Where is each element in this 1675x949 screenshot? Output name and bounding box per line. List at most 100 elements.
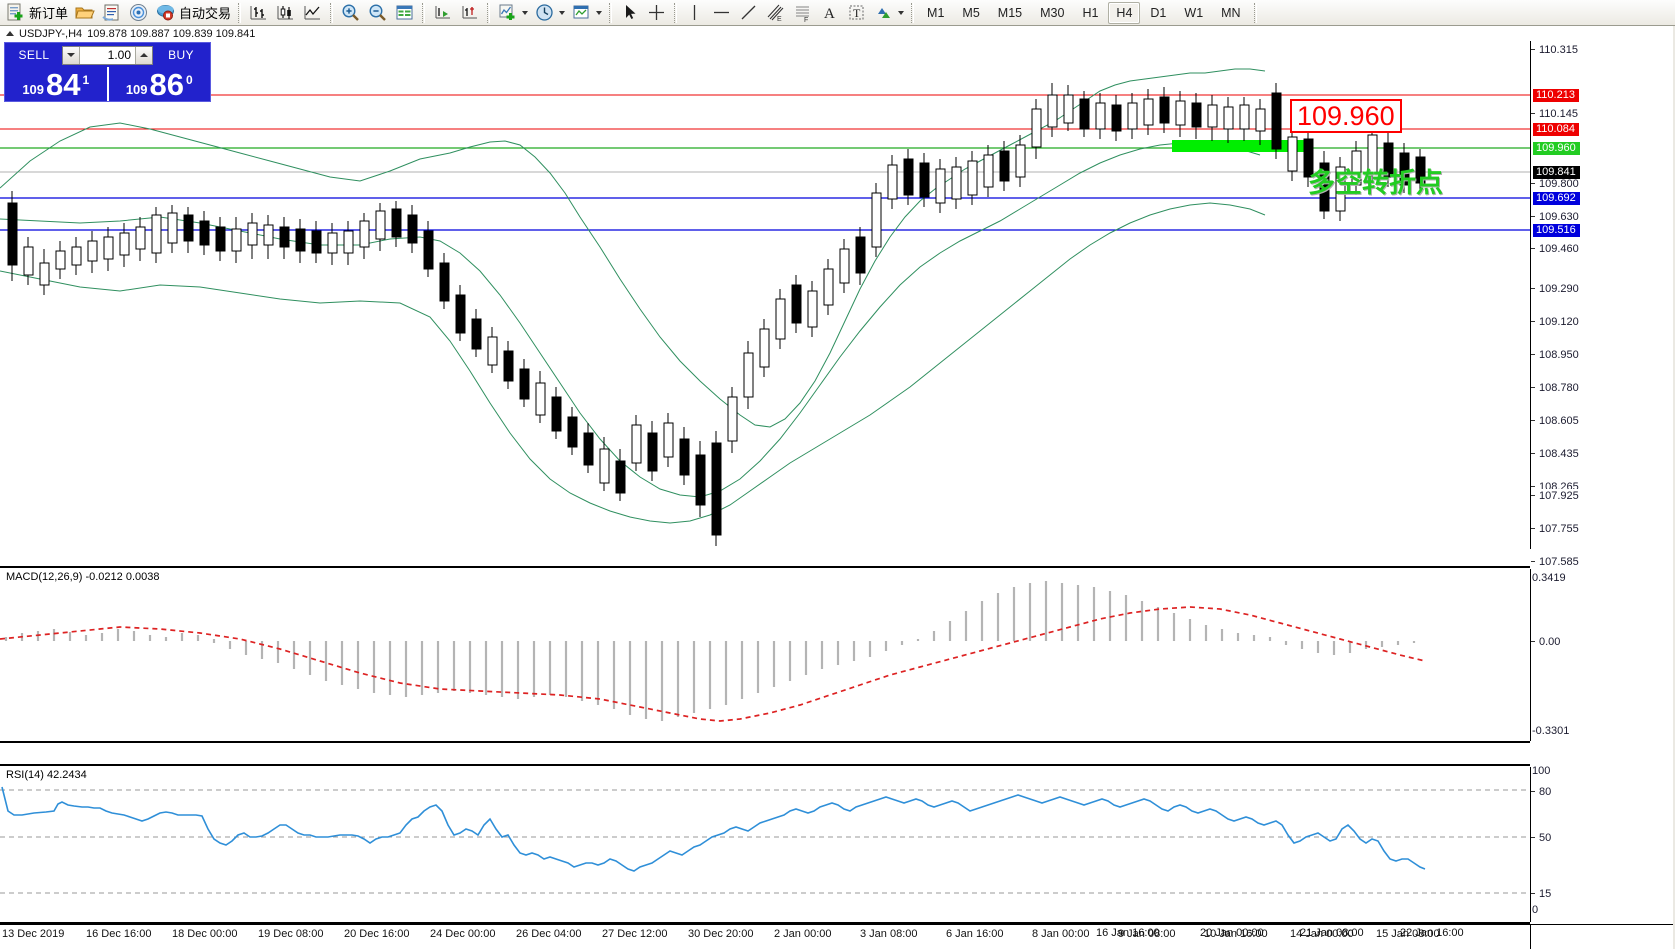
horizontal-line-button[interactable]: [708, 1, 735, 25]
price-tick-109692: 109.692: [1533, 192, 1580, 205]
price-tick-107585: 107.585: [1531, 555, 1579, 568]
sell-button[interactable]: SELL: [18, 48, 50, 62]
buy-button[interactable]: BUY: [168, 48, 194, 62]
line-chart-icon: [302, 2, 323, 23]
window-right-edge: [1673, 26, 1675, 949]
time-label-10: 3 Jan 08:00: [860, 928, 918, 940]
chevron-down-icon-4[interactable]: [898, 10, 905, 15]
chevron-down-icon-3[interactable]: [596, 10, 603, 15]
volume-stepper[interactable]: 1.00: [62, 45, 153, 65]
chart-shift-button[interactable]: [456, 1, 483, 25]
horizontal-line-icon: [711, 2, 732, 23]
trendline-button[interactable]: [735, 1, 762, 25]
fibonacci-button[interactable]: F: [789, 1, 816, 25]
arrows-icon: [873, 2, 894, 23]
time-label-9: 2 Jan 00:00: [774, 928, 832, 940]
rsi-pane[interactable]: [0, 767, 1530, 922]
auto-trading-button[interactable]: 自动交易: [152, 1, 234, 25]
price-tick-108950: 108.950: [1531, 348, 1579, 361]
toolbar-separator-8: [1253, 2, 1257, 23]
time-axis[interactable]: 13 Dec 2019 16 Dec 16:00 18 Dec 00:00 19…: [0, 924, 1530, 949]
timeframe-h4[interactable]: H4: [1108, 1, 1141, 24]
rsi-pane-bottom-border: [0, 922, 1530, 924]
rsi-pane-top-border: [0, 764, 1530, 766]
signals-button[interactable]: [125, 1, 152, 25]
price-tick-110145: 110.145: [1531, 107, 1578, 120]
text-label-button[interactable]: A: [816, 1, 843, 25]
text-object-button[interactable]: T: [843, 1, 870, 25]
indicators-button[interactable]: [494, 1, 531, 25]
line-chart-button[interactable]: [299, 1, 326, 25]
candlestick-icon: [275, 2, 296, 23]
crosshair-button[interactable]: [643, 1, 670, 25]
time-label-13: 9 Jan 08:00: [1118, 928, 1176, 940]
price-scale[interactable]: 110.315 110.213 110.145 110.084 109.960 …: [1530, 41, 1675, 546]
template-icon: [571, 2, 592, 23]
folder-icon: [74, 2, 95, 23]
macd-tick-min: -0.3301: [1532, 724, 1570, 737]
sell-price-display[interactable]: 109 84 1: [5, 67, 107, 101]
one-click-trading-panel[interactable]: SELL 1.00 BUY 109 84 1 109 86 0: [4, 42, 211, 102]
signals-icon: [128, 2, 149, 23]
volume-decrease-button[interactable]: [63, 46, 80, 64]
macd-scale[interactable]: 0.3419 0.00 -0.3301: [1530, 569, 1675, 741]
volume-increase-button[interactable]: [135, 46, 152, 64]
time-label-19: 21 Jan 08:00: [1300, 927, 1364, 939]
time-label-20: 22 Jan 16:00: [1400, 927, 1464, 939]
open-data-folder-button[interactable]: [71, 1, 98, 25]
zoom-out-button[interactable]: [364, 1, 391, 25]
collapse-triangle-icon[interactable]: [6, 31, 14, 36]
candlestick-chart-button[interactable]: [272, 1, 299, 25]
macd-pane-top-border: [0, 566, 1530, 568]
timeframe-w1[interactable]: W1: [1184, 5, 1204, 20]
templates-button[interactable]: [568, 1, 605, 25]
price-tick-109516: 109.516: [1533, 224, 1580, 237]
timeframe-h1[interactable]: H1: [1082, 5, 1099, 20]
vertical-line-button[interactable]: [681, 1, 708, 25]
price-chart-svg: [0, 68, 1530, 546]
toolbar-separator-2: [330, 2, 334, 23]
timeframe-d1[interactable]: D1: [1150, 5, 1167, 20]
chevron-down-icon[interactable]: [522, 10, 529, 15]
price-tick-110084: 110.084: [1533, 123, 1579, 136]
metaeditor-button[interactable]: [98, 1, 125, 25]
time-label-5: 24 Dec 00:00: [430, 928, 496, 940]
equidistant-channel-button[interactable]: E: [762, 1, 789, 25]
macd-pane[interactable]: [0, 569, 1530, 741]
time-label-15: 14 Jan 00:00: [1290, 928, 1354, 940]
buy-price-display[interactable]: 109 86 0: [106, 67, 211, 102]
time-label-16: 15 Jan 08:00: [1376, 928, 1440, 940]
bar-chart-button[interactable]: [245, 1, 272, 25]
zoom-in-button[interactable]: [337, 1, 364, 25]
metaeditor-icon: [101, 2, 122, 23]
price-chart-pane[interactable]: 109.960 多空转折点: [0, 41, 1530, 546]
timeframe-m1[interactable]: M1: [927, 5, 945, 20]
chevron-down-icon-2[interactable]: [559, 10, 566, 15]
price-scale-lower: 107.925 107.755 107.585: [1530, 489, 1675, 568]
candlestick-series: [7, 83, 1426, 546]
zoom-in-icon: [340, 2, 361, 23]
time-label-1: 16 Dec 16:00: [86, 928, 152, 940]
timeframe-mn[interactable]: MN: [1221, 5, 1241, 20]
auto-scroll-button[interactable]: [429, 1, 456, 25]
price-tick-108780: 108.780: [1531, 381, 1579, 394]
timeframe-m5[interactable]: M5: [962, 5, 980, 20]
new-order-button[interactable]: 新订单: [2, 1, 71, 25]
data-window-button[interactable]: [391, 1, 418, 25]
timeframe-m30[interactable]: M30: [1040, 5, 1065, 20]
svg-text:F: F: [804, 17, 808, 23]
macd-histogram: [4, 581, 1416, 721]
arrows-button[interactable]: [870, 1, 907, 25]
volume-input[interactable]: 1.00: [80, 46, 135, 64]
rsi-scale[interactable]: 100 80 50 15 0: [1530, 765, 1675, 922]
buy-price-main: 86: [149, 67, 184, 102]
cursor-button[interactable]: [616, 1, 643, 25]
periods-button[interactable]: [531, 1, 568, 25]
rsi-tick-50: 50: [1531, 831, 1551, 844]
auto-trading-icon: [155, 2, 176, 23]
buy-price-point: 0: [186, 73, 193, 87]
timeframe-m15[interactable]: M15: [997, 5, 1023, 20]
rsi-tick-0: 0: [1532, 903, 1539, 916]
time-label-6: 26 Dec 04:00: [516, 928, 582, 940]
indicators-icon: [497, 2, 518, 23]
